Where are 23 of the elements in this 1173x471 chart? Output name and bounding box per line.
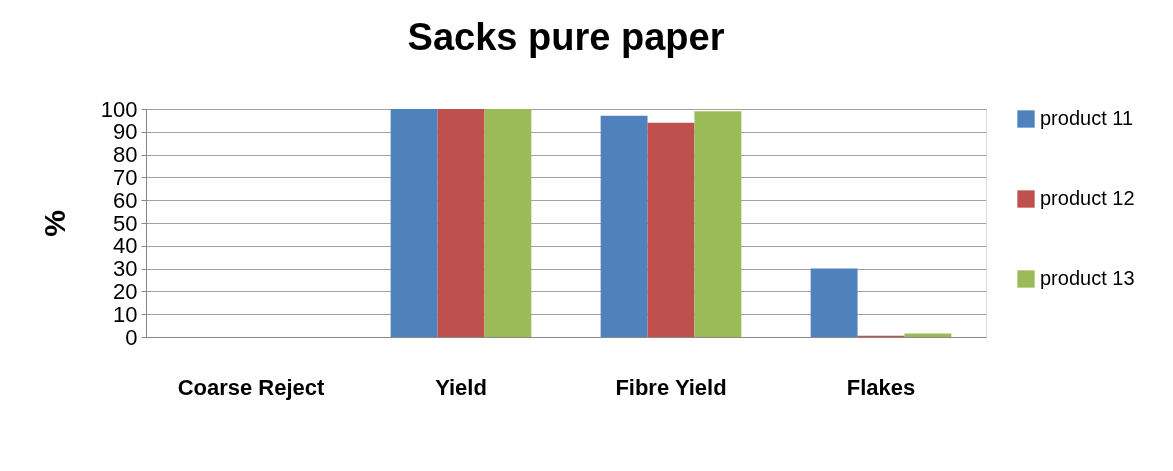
y-tick-label: 50	[113, 210, 138, 236]
y-tick-label: 90	[113, 119, 138, 145]
legend-label: product 12	[1040, 187, 1135, 209]
bar	[810, 268, 858, 337]
x-tick-label: Coarse Reject	[177, 374, 326, 400]
y-tick-label: 60	[113, 187, 138, 213]
y-tick-label: 100	[100, 96, 138, 122]
bar	[647, 122, 695, 337]
chart-title: Sacks pure paper	[407, 16, 725, 58]
bar	[694, 111, 742, 337]
x-tick-label: Flakes	[846, 374, 916, 400]
y-tick-label: 10	[113, 301, 138, 327]
x-tick-label: Yield	[435, 374, 487, 400]
bar	[484, 109, 532, 337]
x-tick-label: Fibre Yield	[615, 374, 727, 400]
y-tick-label: 0	[125, 324, 138, 350]
bar	[600, 115, 648, 337]
y-axis-title: %	[37, 210, 71, 237]
bar	[437, 109, 485, 337]
y-tick-label: 40	[113, 233, 138, 259]
legend-label: product 11	[1040, 107, 1134, 129]
legend-label: product 13	[1040, 267, 1135, 289]
bar	[390, 109, 438, 337]
